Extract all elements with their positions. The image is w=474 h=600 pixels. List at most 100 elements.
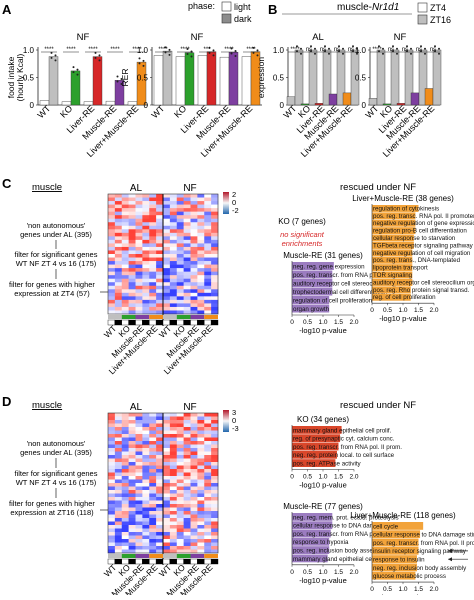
heatmap-cell <box>128 264 136 269</box>
chart-0-sig-label: **** <box>110 47 120 53</box>
heatmap-cell <box>142 539 150 543</box>
heatmap-group-strip <box>176 554 191 558</box>
chart-0-dot <box>116 80 119 83</box>
heatmap-cell <box>197 246 205 251</box>
heatmap-cell <box>176 413 184 417</box>
heatmap-cell <box>183 490 191 494</box>
heatmap-cell <box>190 239 198 244</box>
heatmap-cell <box>169 423 178 428</box>
heatmap-cell <box>135 546 143 550</box>
enrichment-charts-layer: Muscle-RE (31 genes)neg. reg. gene expre… <box>278 194 474 600</box>
chart-1-ylabel: RER <box>120 69 130 87</box>
heatmap-cell <box>128 444 136 449</box>
panel-c-colorbar-gradient <box>223 192 229 214</box>
heatmap-cell <box>190 306 198 311</box>
heatmap-cell <box>156 444 164 449</box>
heatmap-cell <box>183 528 191 533</box>
enrich-6-bar <box>372 227 416 235</box>
heatmap-cell <box>142 444 150 449</box>
heatmap-cell <box>190 271 198 276</box>
heatmap-cell <box>128 514 136 519</box>
heatmap-cell <box>128 225 136 230</box>
heatmap-cell <box>183 236 191 241</box>
chart-2-dot <box>296 45 298 48</box>
heatmap-cell <box>156 500 164 505</box>
heatmap-cell <box>149 430 157 435</box>
heatmap-cell <box>142 282 150 287</box>
heatmap-cell <box>128 282 136 287</box>
heatmap-cell <box>169 285 178 290</box>
heatmap-cell <box>135 539 143 543</box>
heatmap-cell <box>149 239 157 244</box>
heatmap-cell <box>121 208 129 212</box>
heatmap-cell <box>156 236 164 241</box>
chart-1-title: NF <box>191 32 204 43</box>
heatmap-cell <box>169 413 178 417</box>
heatmap-cell <box>108 549 116 554</box>
heatmap-cell <box>169 229 178 234</box>
heatmap-cell <box>142 254 150 258</box>
heatmap-cell <box>169 243 178 248</box>
heatmap-cell <box>121 215 129 220</box>
heatmap-cell <box>142 208 150 212</box>
heatmap-cell <box>197 420 205 424</box>
heatmap-cell <box>197 261 205 265</box>
enrich-6-xtick-label: 2.0 <box>429 307 438 314</box>
heatmap-cell <box>176 451 184 456</box>
panel-c-rescued-title: rescued under NF <box>340 182 416 193</box>
heatmap-cell <box>183 229 191 234</box>
heatmap-cell <box>149 521 157 526</box>
heatmap-cell <box>176 296 184 301</box>
heatmap-frame <box>107 193 219 315</box>
heatmap-cell <box>149 458 157 463</box>
heatmap-cell <box>169 215 178 220</box>
heatmap-cell <box>156 525 164 529</box>
chart-1-bar-dark <box>250 51 261 106</box>
chart-2-dot <box>342 52 344 55</box>
chart-3-sig-label: **** <box>372 47 382 53</box>
heatmap-cell <box>211 208 219 212</box>
heatmap-cell <box>163 215 171 220</box>
heatmap-cell <box>176 225 184 230</box>
heatmap-cell <box>183 546 191 550</box>
enrich-8-bar-label: pos. reg. inclusion body assembly <box>293 548 387 555</box>
heatmap-cell <box>163 229 171 234</box>
heatmap-cell <box>190 208 198 212</box>
heatmap-cell <box>204 215 212 220</box>
heatmap-cell <box>135 434 143 438</box>
heatmap-cell <box>190 264 198 269</box>
heatmap-cell <box>190 275 198 280</box>
heatmap-cell <box>156 218 164 223</box>
heatmap-cell <box>176 444 184 449</box>
chart-2-ytick-label: 1.0 <box>273 46 285 55</box>
heatmap-cell <box>156 542 164 547</box>
heatmap-cell <box>149 476 157 480</box>
heatmap-cell <box>176 532 184 536</box>
heatmap-cell <box>135 448 143 452</box>
heatmap-cell <box>190 225 198 230</box>
heatmap-cell <box>114 215 123 220</box>
heatmap-cell <box>176 264 184 269</box>
heatmap-cell <box>169 296 178 301</box>
panel-c-flow-1a: 'non autonomous' <box>27 221 86 230</box>
heatmap-cell <box>169 208 178 212</box>
heatmap-cell <box>149 437 157 442</box>
chart-2-dot <box>338 45 340 48</box>
heatmap-cell <box>169 310 178 315</box>
heatmap-cell <box>149 218 157 223</box>
enrich-8-bar <box>292 546 330 554</box>
heatmap-cell <box>149 427 157 431</box>
enrich-5-bar <box>292 296 330 304</box>
heatmap-cell <box>121 413 129 417</box>
heatmap-cell <box>135 310 143 315</box>
heatmap-cell <box>121 261 129 265</box>
heatmap-cell <box>197 239 205 244</box>
heatmap-cell <box>211 211 219 216</box>
legend-zt16-swatch <box>417 14 428 25</box>
heatmap-cell <box>169 525 178 529</box>
heatmap-cell <box>108 441 116 445</box>
heatmap-cell <box>176 518 184 522</box>
heatmap-cell <box>163 268 171 272</box>
heatmap-cell <box>114 204 123 209</box>
heatmap-cell <box>128 261 136 265</box>
